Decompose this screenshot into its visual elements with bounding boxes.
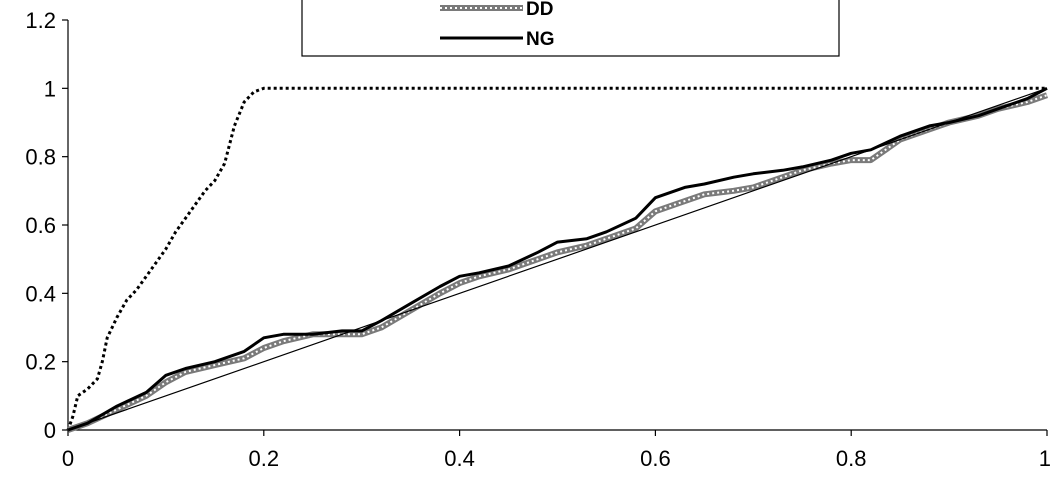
y-tick-label: 1.2 [25, 8, 56, 33]
dd-line-highlight [67, 94, 1048, 431]
x-tick-label: 0.6 [640, 446, 671, 471]
x-tick-label: 0 [62, 446, 74, 471]
y-tick-label: 0 [44, 418, 56, 443]
series-1-series [66, 86, 1047, 431]
dd-line [67, 92, 1048, 433]
series-layer [66, 86, 1048, 433]
series-4-line [67, 87, 1048, 431]
x-tick-label: 0.4 [444, 446, 475, 471]
dd-series [67, 92, 1048, 433]
series-1-line [66, 86, 1047, 431]
x-tick-label: 0.8 [836, 446, 867, 471]
ng-series [67, 86, 1048, 432]
ng-legend-label: NG [526, 29, 555, 50]
y-tick-label: 1 [44, 76, 56, 101]
legend-box [301, 0, 840, 57]
ng-line [67, 86, 1048, 432]
legend: DD NG [301, 0, 840, 57]
y-tick-label: 0.4 [25, 281, 56, 306]
y-tick-label: 0.8 [25, 145, 56, 170]
series-4-series [67, 87, 1048, 431]
axes: 0 0.2 0.4 0.6 0.8 1 1.2 0 0.2 0.4 0.6 0.8 1 [25, 8, 1051, 471]
y-tick-label: 0.2 [25, 350, 56, 375]
dd-legend-label: DD [526, 0, 553, 20]
x-tick-label: 1 [1039, 446, 1051, 471]
x-tick-label: 0.2 [249, 446, 280, 471]
y-tick-label: 0.6 [25, 213, 56, 238]
